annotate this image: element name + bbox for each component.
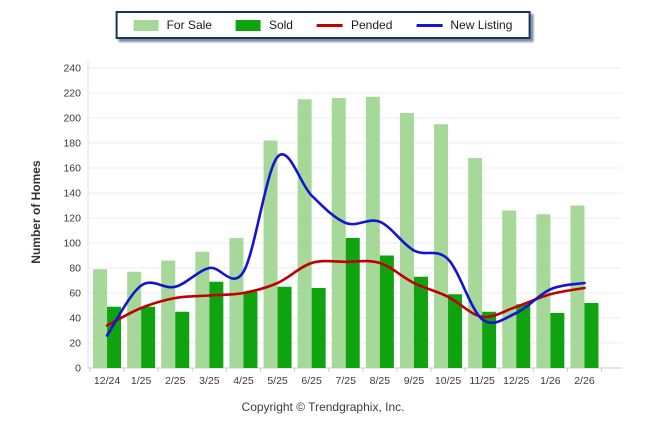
x-tick-labels: 12/24 1/25 2/25 3/25 4/25 5/25 6/25 7/25 8/25 9/2… <box>89 368 602 387</box>
y-tick-label: 160 <box>63 163 81 175</box>
bar <box>434 124 449 368</box>
y-tick-label: 240 <box>63 63 81 75</box>
pended-line-swatch-icon <box>316 23 343 27</box>
bar <box>243 291 258 368</box>
bar <box>263 140 278 368</box>
legend-item-new-listing: New Listing <box>416 18 512 32</box>
bar <box>195 251 210 368</box>
x-tick-label: 2/25 <box>165 375 186 387</box>
legend-item-pended: Pended <box>316 18 393 32</box>
x-tick-label: 2/26 <box>574 375 595 387</box>
legend-label-for-sale: For Sale <box>166 18 212 32</box>
x-tick-label: 8/25 <box>370 375 391 387</box>
y-tick-label: 200 <box>63 113 81 125</box>
bar <box>161 260 176 368</box>
y-tick-label: 20 <box>69 338 81 350</box>
x-tick-label: 6/25 <box>301 375 322 387</box>
legend-item-for-sale: For Sale <box>133 18 212 32</box>
bar <box>311 288 326 368</box>
x-tick-label: 1/26 <box>540 375 561 387</box>
bar <box>209 281 224 368</box>
bar <box>482 311 497 368</box>
bar <box>365 96 380 368</box>
sold-swatch-icon <box>235 19 261 31</box>
bar <box>550 313 565 368</box>
y-tick-label: 220 <box>63 88 81 100</box>
for-sale-swatch-icon <box>133 19 159 31</box>
new-listing-line-swatch-icon <box>416 23 443 27</box>
y-tick-label: 100 <box>63 238 81 250</box>
bars-sold <box>107 238 599 368</box>
bar <box>516 304 531 368</box>
bar <box>448 294 463 368</box>
bar <box>468 158 483 368</box>
y-tick-label: 120 <box>63 213 81 225</box>
x-tick-label: 12/24 <box>94 375 120 387</box>
x-tick-label: 3/25 <box>199 375 220 387</box>
y-tick-labels: 0 20 40 60 80 100 120 140 160 180 200 220 240 <box>63 63 81 375</box>
bar <box>277 286 292 368</box>
x-tick-label: 4/25 <box>233 375 254 387</box>
line-pended <box>105 259 586 327</box>
x-tick-label: 11/25 <box>469 375 495 387</box>
bar <box>379 255 394 368</box>
bar <box>107 306 122 368</box>
bar <box>331 98 346 368</box>
legend-label-pended: Pended <box>350 18 393 32</box>
x-tick-label: 12/25 <box>503 375 529 387</box>
bar <box>297 99 312 368</box>
bar <box>345 238 360 368</box>
bar <box>502 210 517 368</box>
bar <box>175 311 190 368</box>
x-tick-label: 5/25 <box>267 375 288 387</box>
bar <box>584 303 599 368</box>
bars-for-sale <box>93 96 585 368</box>
y-tick-label: 40 <box>69 313 81 325</box>
y-tick-label: 180 <box>63 138 81 150</box>
x-tick-label: 9/25 <box>404 375 425 387</box>
legend-label-sold: Sold <box>268 18 293 32</box>
chart-legend: For Sale Sold Pended New Listing <box>115 11 531 39</box>
y-tick-label: 0 <box>75 363 81 375</box>
x-tick-label: 10/25 <box>435 375 461 387</box>
bar <box>536 214 551 368</box>
copyright-text: Copyright © Trendgraphix, Inc. <box>241 400 405 414</box>
bar <box>229 238 244 368</box>
bar <box>93 269 108 368</box>
line-new-listing <box>105 153 586 337</box>
y-tick-label: 60 <box>69 288 81 300</box>
bar <box>570 205 585 368</box>
y-tick-label: 140 <box>63 188 81 200</box>
y-tick-label: 80 <box>69 263 81 275</box>
legend-label-new-listing: New Listing <box>450 18 513 32</box>
chart-canvas: 0 20 40 60 80 100 120 140 160 180 200 220 240 12/24 1/… <box>63 60 622 387</box>
legend-item-sold: Sold <box>235 18 293 32</box>
x-tick-label: 7/25 <box>336 375 357 387</box>
bar <box>413 276 428 368</box>
x-tick-label: 1/25 <box>131 375 152 387</box>
bar <box>141 306 156 368</box>
bar <box>399 113 414 368</box>
